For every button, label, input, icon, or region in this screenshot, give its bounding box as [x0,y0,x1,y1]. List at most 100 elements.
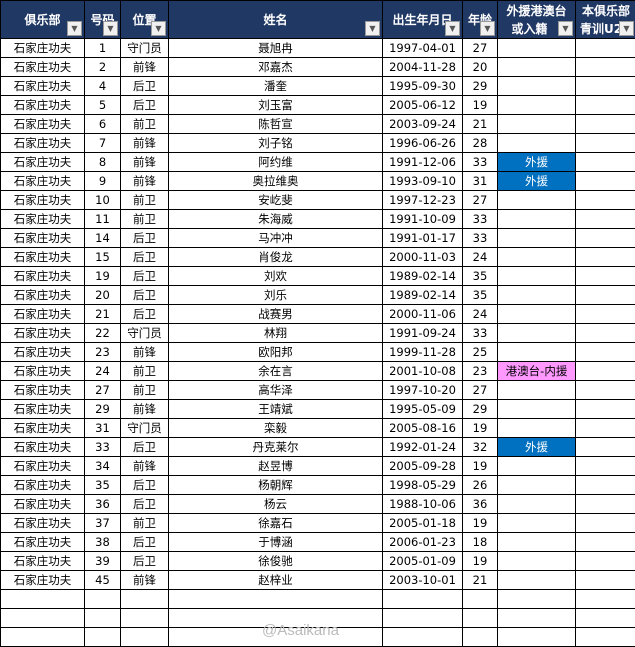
cell-club[interactable]: 石家庄功夫 [0,95,85,115]
empty-cell[interactable] [462,608,498,628]
cell-age[interactable]: 19 [462,418,498,438]
empty-cell[interactable] [462,627,498,647]
cell-number[interactable]: 27 [84,380,121,400]
cell-youth[interactable] [575,570,635,590]
cell-youth[interactable] [575,228,635,248]
cell-number[interactable]: 19 [84,266,121,286]
cell-youth[interactable] [575,342,635,362]
cell-foreign-status[interactable] [497,95,576,115]
cell-number[interactable]: 7 [84,133,121,153]
cell-club[interactable]: 石家庄功夫 [0,76,85,96]
cell-club[interactable]: 石家庄功夫 [0,494,85,514]
cell-club[interactable]: 石家庄功夫 [0,133,85,153]
cell-name[interactable]: 聂旭冉 [168,38,383,58]
cell-position[interactable]: 前锋 [120,399,169,419]
cell-number[interactable]: 15 [84,247,121,267]
cell-birthdate[interactable]: 1992-01-24 [382,437,463,457]
cell-birthdate[interactable]: 1995-09-30 [382,76,463,96]
cell-foreign-status[interactable] [497,190,576,210]
cell-name[interactable]: 赵昱博 [168,456,383,476]
cell-position[interactable]: 后卫 [120,475,169,495]
cell-position[interactable]: 后卫 [120,247,169,267]
cell-youth[interactable] [575,380,635,400]
cell-club[interactable]: 石家庄功夫 [0,475,85,495]
empty-cell[interactable] [382,589,463,609]
cell-name[interactable]: 于博涵 [168,532,383,552]
cell-age[interactable]: 27 [462,38,498,58]
cell-birthdate[interactable]: 1995-05-09 [382,399,463,419]
cell-number[interactable]: 31 [84,418,121,438]
cell-name[interactable]: 余在言 [168,361,383,381]
cell-foreign-status[interactable] [497,418,576,438]
empty-cell[interactable] [120,589,169,609]
cell-club[interactable]: 石家庄功夫 [0,304,85,324]
empty-cell[interactable] [382,608,463,628]
cell-club[interactable]: 石家庄功夫 [0,247,85,267]
cell-number[interactable]: 14 [84,228,121,248]
empty-cell[interactable] [575,589,635,609]
cell-youth[interactable] [575,209,635,229]
cell-name[interactable]: 欧阳邦 [168,342,383,362]
cell-age[interactable]: 21 [462,114,498,134]
empty-cell[interactable] [84,589,121,609]
filter-dropdown-icon[interactable]: ▼ [365,21,380,36]
cell-youth[interactable] [575,95,635,115]
cell-club[interactable]: 石家庄功夫 [0,266,85,286]
cell-number[interactable]: 34 [84,456,121,476]
cell-age[interactable]: 32 [462,437,498,457]
cell-foreign-status[interactable] [497,76,576,96]
empty-cell[interactable] [120,608,169,628]
cell-number[interactable]: 1 [84,38,121,58]
cell-foreign-status[interactable] [497,399,576,419]
cell-age[interactable]: 31 [462,171,498,191]
cell-name[interactable]: 马冲冲 [168,228,383,248]
cell-birthdate[interactable]: 2003-09-24 [382,114,463,134]
cell-name[interactable]: 栾毅 [168,418,383,438]
cell-age[interactable]: 33 [462,152,498,172]
empty-cell[interactable] [575,627,635,647]
cell-birthdate[interactable]: 2005-01-09 [382,551,463,571]
cell-foreign-status[interactable] [497,380,576,400]
cell-youth[interactable] [575,133,635,153]
empty-cell[interactable] [0,627,85,647]
cell-birthdate[interactable]: 2001-10-08 [382,361,463,381]
cell-name[interactable]: 赵梓业 [168,570,383,590]
cell-age[interactable]: 26 [462,475,498,495]
cell-number[interactable]: 11 [84,209,121,229]
empty-cell[interactable] [0,608,85,628]
cell-position[interactable]: 前卫 [120,114,169,134]
cell-age[interactable]: 29 [462,76,498,96]
cell-number[interactable]: 36 [84,494,121,514]
cell-name[interactable]: 安屹斐 [168,190,383,210]
cell-age[interactable]: 20 [462,57,498,77]
cell-club[interactable]: 石家庄功夫 [0,418,85,438]
cell-age[interactable]: 23 [462,361,498,381]
cell-name[interactable]: 陈哲宣 [168,114,383,134]
cell-youth[interactable] [575,532,635,552]
cell-foreign-status[interactable] [497,285,576,305]
empty-cell[interactable] [0,589,85,609]
cell-position[interactable]: 后卫 [120,551,169,571]
cell-club[interactable]: 石家庄功夫 [0,323,85,343]
cell-name[interactable]: 刘子铭 [168,133,383,153]
cell-birthdate[interactable]: 2000-11-06 [382,304,463,324]
cell-name[interactable]: 阿约维 [168,152,383,172]
cell-youth[interactable] [575,551,635,571]
cell-birthdate[interactable]: 2004-11-28 [382,57,463,77]
cell-club[interactable]: 石家庄功夫 [0,190,85,210]
cell-birthdate[interactable]: 2000-11-03 [382,247,463,267]
cell-position[interactable]: 后卫 [120,285,169,305]
cell-birthdate[interactable]: 1997-12-23 [382,190,463,210]
cell-position[interactable]: 后卫 [120,494,169,514]
cell-foreign-status[interactable] [497,513,576,533]
empty-cell[interactable] [497,608,576,628]
cell-youth[interactable] [575,494,635,514]
cell-position[interactable]: 后卫 [120,95,169,115]
cell-birthdate[interactable]: 2005-08-16 [382,418,463,438]
cell-birthdate[interactable]: 1991-09-24 [382,323,463,343]
cell-position[interactable]: 前卫 [120,513,169,533]
cell-youth[interactable] [575,399,635,419]
cell-number[interactable]: 29 [84,399,121,419]
cell-birthdate[interactable]: 1989-02-14 [382,285,463,305]
cell-youth[interactable] [575,247,635,267]
